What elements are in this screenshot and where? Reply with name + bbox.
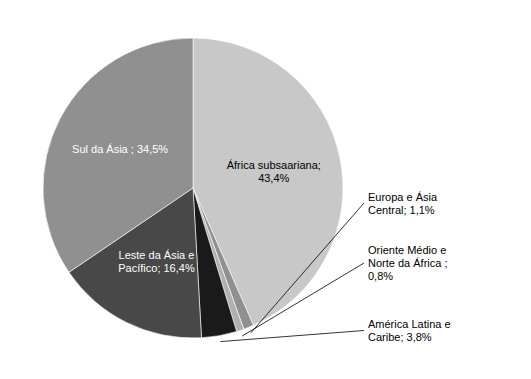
svg-text:Europa e ÁsiaCentral; 1,1%: Europa e ÁsiaCentral; 1,1% bbox=[368, 191, 438, 216]
svg-text:Oriente Médio eNorte da África: Oriente Médio eNorte da África ;0,8% bbox=[368, 244, 447, 282]
svg-text:África subsaariana;43,4%: África subsaariana;43,4% bbox=[227, 159, 321, 184]
svg-text:Leste da Ásia ePacífico; 16,4%: Leste da Ásia ePacífico; 16,4% bbox=[118, 249, 195, 274]
svg-text:Sul da Ásia ; 34,5%: Sul da Ásia ; 34,5% bbox=[72, 143, 168, 155]
svg-text:América Latina eCaribe; 3,8%: América Latina eCaribe; 3,8% bbox=[368, 318, 451, 343]
